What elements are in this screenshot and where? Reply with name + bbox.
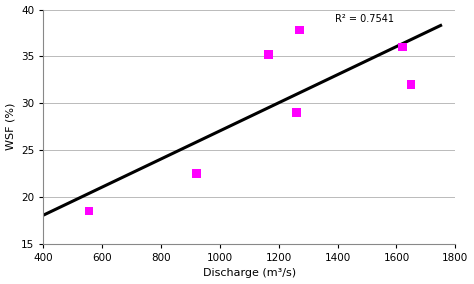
Point bbox=[85, 209, 93, 213]
Y-axis label: WSF (%): WSF (%) bbox=[6, 103, 16, 151]
X-axis label: Discharge (m³/s): Discharge (m³/s) bbox=[203, 268, 296, 278]
Point bbox=[264, 52, 272, 57]
Point bbox=[296, 28, 303, 32]
Text: R² = 0.7541: R² = 0.7541 bbox=[335, 14, 394, 24]
Point bbox=[399, 45, 406, 49]
Point bbox=[407, 82, 415, 87]
Point bbox=[292, 110, 300, 115]
Point bbox=[192, 171, 200, 176]
